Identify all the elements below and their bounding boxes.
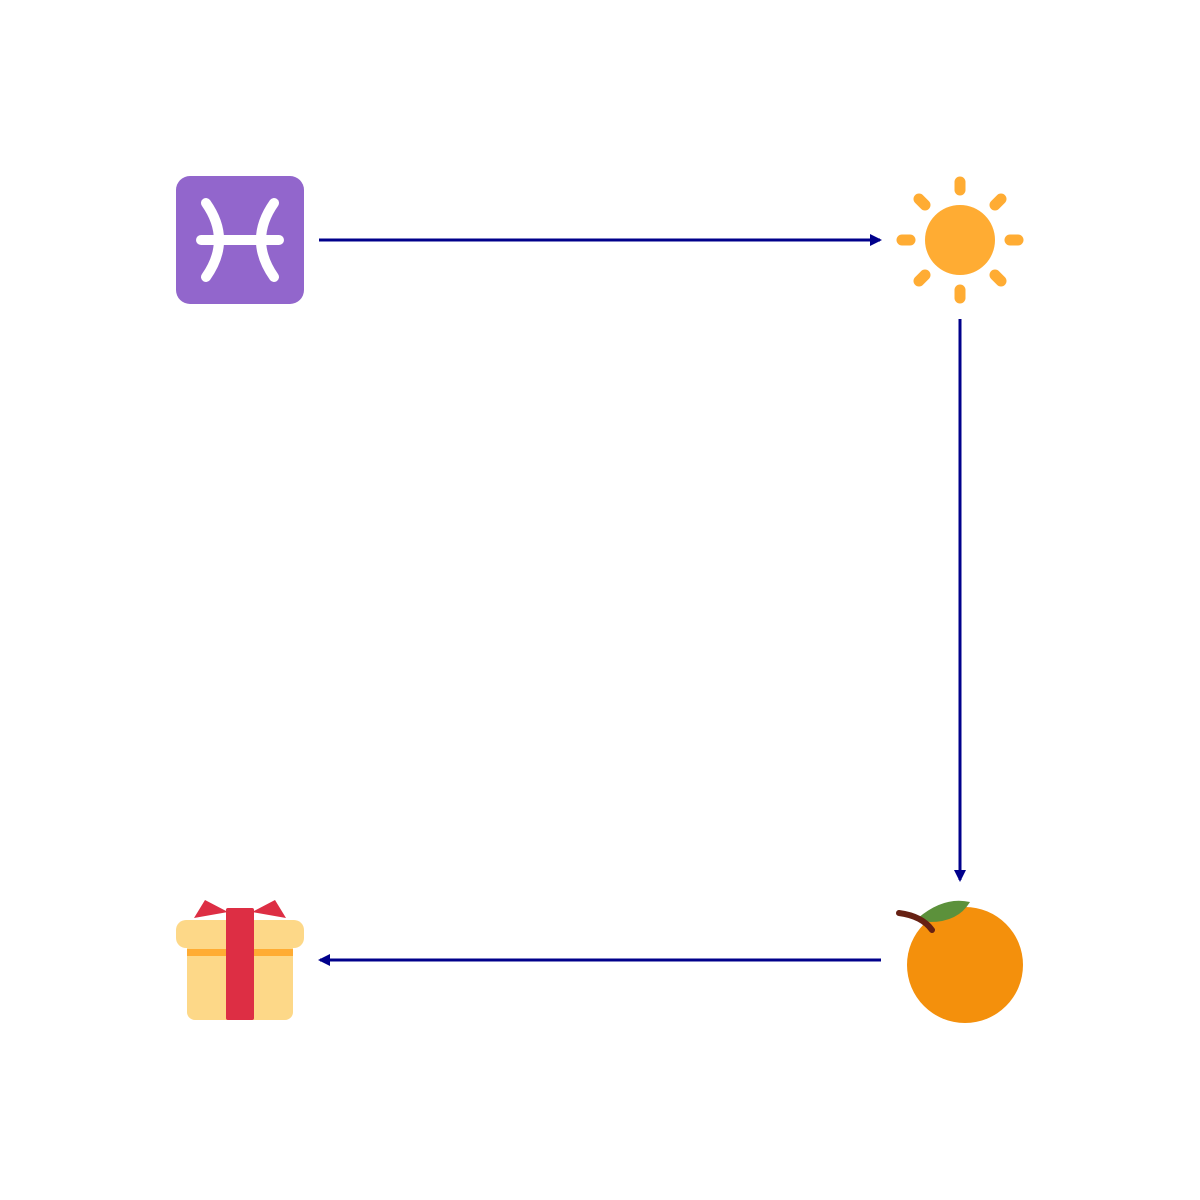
edges [318, 234, 966, 966]
pisces-icon [176, 176, 304, 304]
gift-icon [176, 900, 304, 1020]
sun-icon [896, 176, 1024, 304]
orange-icon [896, 900, 1023, 1023]
